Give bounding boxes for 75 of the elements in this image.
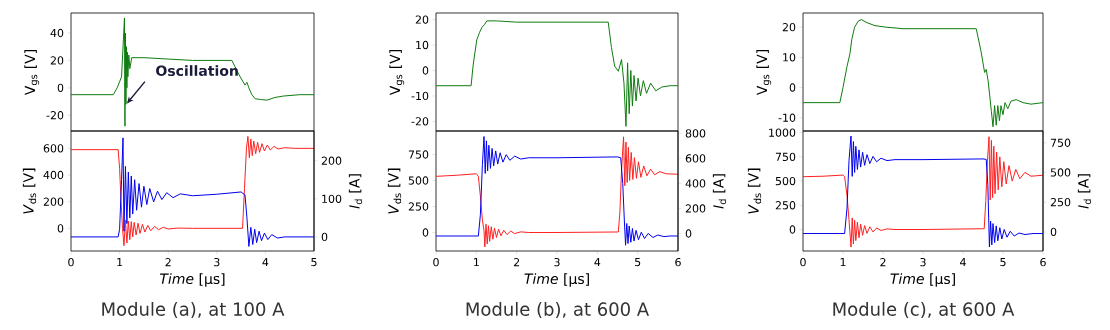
- x-tick-label: 6: [675, 258, 681, 267]
- y2-axis-title: I$_{d}$ [A]: [1077, 174, 1092, 209]
- x-tick-label: 2: [513, 258, 520, 267]
- y2-tick-label: 750: [1050, 138, 1071, 147]
- x-axis-title: Time [μs]: [159, 273, 225, 287]
- y2-tick-label: 0: [1050, 227, 1057, 237]
- x-tick-label: 3: [920, 258, 926, 267]
- x-tick-label: 4: [594, 258, 601, 267]
- annotation: Oscillation: [156, 65, 238, 77]
- x-tick-label: 1: [840, 258, 846, 267]
- y-tick-label: 0: [789, 83, 796, 92]
- y-tick-label: 750: [775, 152, 796, 162]
- y-axis-title: V$_{gs}$ [V]: [756, 50, 772, 96]
- x-tick-label: 2: [165, 258, 171, 267]
- text: Module (b), at 600 A: [466, 301, 649, 319]
- x-tick-label: 0: [433, 258, 439, 267]
- y-tick-label: 750: [408, 150, 429, 159]
- x-tick-label: 1: [117, 258, 123, 267]
- y2-tick-label: 0: [685, 229, 692, 238]
- y-tick-label: 20: [415, 15, 429, 24]
- y2-tick-label: 400: [685, 179, 706, 188]
- y-tick-label: 0: [422, 66, 429, 75]
- y2-tick-label: 0: [321, 232, 328, 242]
- x-tick-label: 0: [800, 258, 806, 267]
- y-tick-label: -20: [46, 111, 64, 120]
- x-axis-title: Time [μs]: [890, 273, 955, 287]
- x-tick-label: 4: [262, 258, 269, 267]
- x-tick-label: 5: [311, 258, 317, 267]
- y2-tick-label: 600: [685, 154, 706, 163]
- y2-tick-label: 100: [322, 194, 342, 203]
- y-tick-label: 250: [775, 201, 796, 210]
- x-tick-label: 2: [880, 258, 886, 267]
- y-tick-label: 20: [50, 56, 64, 65]
- x-tick-label: 4: [960, 258, 966, 267]
- y-tick-label: -20: [411, 117, 429, 126]
- text: Module (c), at 600 A: [833, 301, 1015, 319]
- text: Module (a), at 100 A: [102, 301, 285, 319]
- y-tick-label: 500: [775, 176, 796, 186]
- y2-tick-label: 200: [321, 156, 342, 165]
- y-tick-label: 200: [43, 197, 64, 206]
- y-axis-title: V$_{ds}$ [V]: [22, 168, 37, 214]
- x-tick-label: 5: [635, 258, 641, 267]
- x-tick-label: 1: [474, 258, 479, 267]
- y-tick-label: 0: [57, 224, 64, 233]
- y2-axis-title: I$_{d}$ [A]: [348, 174, 363, 209]
- y-axis-title: V$_{gs}$ [V]: [24, 50, 40, 96]
- y-tick-label: 0: [57, 83, 64, 92]
- y-tick-label: 0: [789, 225, 796, 234]
- y-tick-label: 250: [408, 202, 429, 211]
- y-tick-label: 500: [408, 176, 429, 185]
- y-axis-title: V$_{ds}$ [V]: [747, 168, 762, 214]
- y-tick-label: 10: [416, 40, 429, 50]
- y2-tick-label: 800: [685, 129, 706, 138]
- y-axis-title: V$_{ds}$ [V]: [387, 168, 402, 214]
- x-tick-label: 6: [1040, 258, 1046, 267]
- y-tick-label: -10: [411, 91, 429, 101]
- y-axis-title: V$_{gs}$ [V]: [389, 50, 405, 96]
- y-tick-label: 600: [43, 144, 64, 153]
- y-tick-label: 20: [782, 23, 796, 32]
- x-axis-title: Time [μs]: [524, 273, 589, 287]
- y-tick-label: 10: [783, 53, 796, 62]
- y-tick-label: 1000: [769, 128, 796, 137]
- y-tick-label: 40: [50, 28, 64, 38]
- y2-axis-title: I$_{d}$ [A]: [712, 174, 727, 209]
- line-series: [802, 136, 1044, 248]
- y2-tick-label: 250: [1050, 198, 1071, 207]
- x-tick-label: 3: [214, 258, 220, 267]
- y-tick-label: 0: [422, 228, 429, 237]
- x-tick-label: 5: [1000, 258, 1006, 267]
- y-tick-label: -10: [778, 113, 796, 122]
- x-tick-label: 3: [554, 258, 560, 267]
- y-tick-label: 400: [43, 170, 64, 180]
- x-tick-label: 0: [68, 258, 74, 267]
- y2-tick-label: 500: [1050, 168, 1071, 177]
- y2-tick-label: 200: [685, 204, 706, 213]
